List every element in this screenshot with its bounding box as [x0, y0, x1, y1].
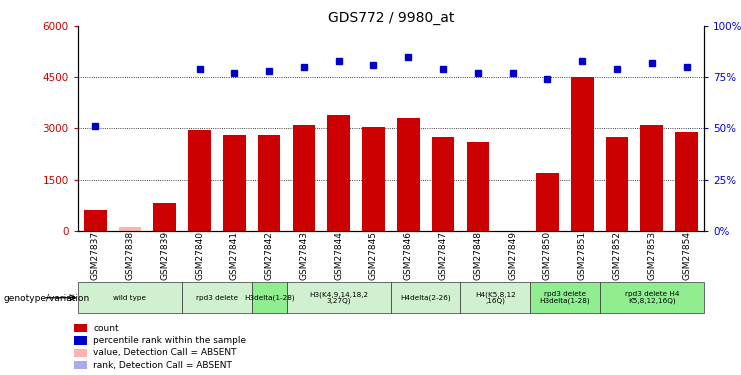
Bar — [397, 118, 419, 231]
Bar — [258, 135, 280, 231]
FancyBboxPatch shape — [599, 282, 704, 313]
Bar — [188, 130, 211, 231]
FancyBboxPatch shape — [391, 282, 460, 313]
Bar — [328, 115, 350, 231]
Bar — [153, 203, 176, 231]
Bar — [119, 227, 142, 231]
Text: genotype/variation: genotype/variation — [4, 294, 90, 303]
Text: rpd3 delete: rpd3 delete — [196, 295, 238, 301]
Text: rank, Detection Call = ABSENT: rank, Detection Call = ABSENT — [93, 361, 232, 370]
Bar — [84, 210, 107, 231]
Text: GSM27852: GSM27852 — [613, 231, 622, 280]
Text: GSM27853: GSM27853 — [648, 231, 657, 280]
Text: wild type: wild type — [113, 295, 147, 301]
Text: GSM27849: GSM27849 — [508, 231, 517, 280]
Text: rpd3 delete H4
K5,8,12,16Q): rpd3 delete H4 K5,8,12,16Q) — [625, 291, 679, 304]
Text: GSM27847: GSM27847 — [439, 231, 448, 280]
FancyBboxPatch shape — [460, 282, 530, 313]
Text: H4(K5,8,12
,16Q): H4(K5,8,12 ,16Q) — [475, 291, 516, 304]
Bar — [432, 137, 454, 231]
Text: percentile rank within the sample: percentile rank within the sample — [93, 336, 247, 345]
Text: H4delta(2-26): H4delta(2-26) — [400, 294, 451, 301]
Bar — [605, 137, 628, 231]
Text: GSM27838: GSM27838 — [125, 231, 134, 280]
Text: GSM27837: GSM27837 — [90, 231, 100, 280]
Bar — [223, 135, 246, 231]
Text: H3(K4,9,14,18,2
3,27Q): H3(K4,9,14,18,2 3,27Q) — [309, 291, 368, 304]
Text: GSM27841: GSM27841 — [230, 231, 239, 280]
Bar — [571, 77, 594, 231]
FancyBboxPatch shape — [530, 282, 599, 313]
FancyBboxPatch shape — [287, 282, 391, 313]
FancyBboxPatch shape — [182, 282, 252, 313]
Bar — [362, 127, 385, 231]
Bar — [536, 173, 559, 231]
Text: GSM27840: GSM27840 — [195, 231, 204, 280]
Text: GSM27839: GSM27839 — [160, 231, 169, 280]
FancyBboxPatch shape — [78, 282, 182, 313]
Text: GSM27842: GSM27842 — [265, 231, 273, 279]
Text: GSM27843: GSM27843 — [299, 231, 308, 280]
Text: GSM27846: GSM27846 — [404, 231, 413, 280]
Text: rpd3 delete
H3delta(1-28): rpd3 delete H3delta(1-28) — [539, 291, 590, 304]
Text: GSM27854: GSM27854 — [682, 231, 691, 280]
Bar — [293, 125, 315, 231]
Text: GSM27845: GSM27845 — [369, 231, 378, 280]
FancyBboxPatch shape — [252, 282, 287, 313]
Text: GSM27844: GSM27844 — [334, 231, 343, 279]
Text: GSM27851: GSM27851 — [578, 231, 587, 280]
Text: value, Detection Call = ABSENT: value, Detection Call = ABSENT — [93, 348, 237, 357]
Title: GDS772 / 9980_at: GDS772 / 9980_at — [328, 11, 454, 25]
Text: count: count — [93, 324, 119, 333]
Text: GSM27850: GSM27850 — [543, 231, 552, 280]
Bar — [467, 142, 489, 231]
Bar — [675, 132, 698, 231]
Bar — [640, 125, 663, 231]
Text: GSM27848: GSM27848 — [473, 231, 482, 280]
Text: H3delta(1-28): H3delta(1-28) — [244, 294, 294, 301]
